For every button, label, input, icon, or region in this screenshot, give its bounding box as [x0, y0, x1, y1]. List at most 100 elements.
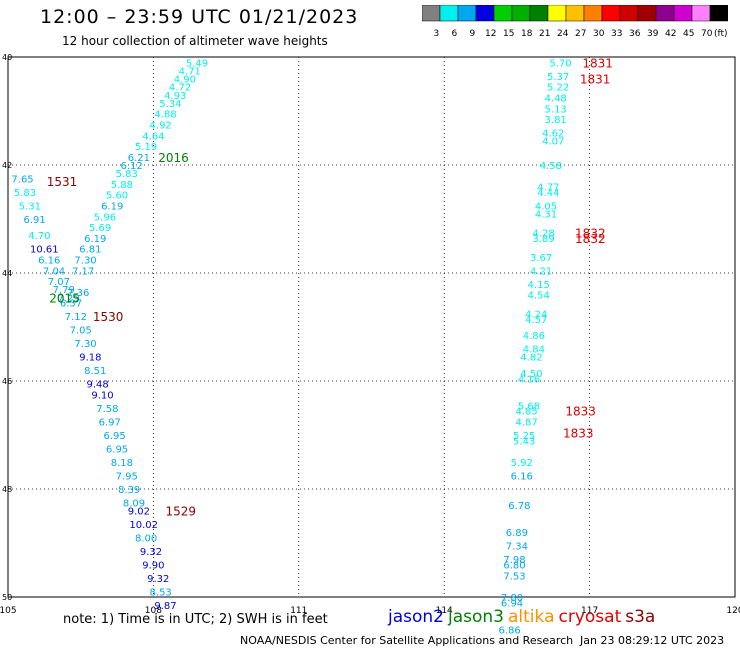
- pass-time-label: 1831: [582, 56, 613, 70]
- latitude-tick-label: 42: [2, 161, 12, 170]
- latitude-tick-label: 48: [2, 485, 12, 494]
- wave-height-value: 4.05: [535, 202, 557, 213]
- wave-height-value: 6.16: [38, 256, 60, 267]
- map-subtitle: 12 hour collection of altimeter wave hei…: [62, 34, 328, 48]
- wave-height-value: 3.67: [530, 253, 552, 264]
- wave-height-value: 7.05: [70, 326, 92, 337]
- wave-height-value: 5.19: [135, 142, 157, 153]
- wave-height-value: 7.80: [501, 593, 523, 604]
- colorbar-tick-label: 70: [701, 29, 713, 39]
- wave-height-value: 7.58: [96, 404, 118, 415]
- wave-height-value: 4.64: [142, 131, 164, 142]
- wave-height-value: 4.50: [520, 369, 542, 380]
- wave-height-value: 6.95: [103, 431, 125, 442]
- wave-height-value: 5.37: [547, 72, 569, 83]
- pass-time-label: 1530: [93, 310, 124, 324]
- wave-height-value: 4.87: [515, 418, 537, 429]
- wave-height-value: 6.12: [120, 161, 142, 172]
- pass-time-label: 1833: [563, 426, 594, 440]
- wave-height-value: 5.43: [513, 436, 535, 447]
- legend-entry-altika: altika: [508, 607, 555, 627]
- wave-height-value: 8.09: [123, 499, 145, 510]
- wave-height-value: 5.34: [159, 99, 181, 110]
- wave-height-value: 8.00: [135, 534, 157, 545]
- colorbar-tick-label: 3: [433, 29, 440, 39]
- footer-timestamp: Jan 23 08:29:12 UTC 2023: [580, 634, 725, 647]
- pass-time-label: 1832: [575, 227, 606, 241]
- colorbar-tick-label: 39: [647, 29, 659, 39]
- wave-height-value: 9.32: [147, 574, 169, 585]
- wave-height-value: 4.54: [528, 291, 550, 302]
- wave-height-value: 6.95: [106, 445, 128, 456]
- wave-height-value: 9.18: [79, 353, 101, 364]
- wave-height-value: 5.25: [513, 431, 535, 442]
- wave-height-value: 7.98: [503, 555, 525, 566]
- wave-height-value: 4.88: [154, 110, 176, 121]
- wave-height-value: 4.31: [535, 210, 557, 221]
- map-title: 12:00 – 23:59 UTC 01/21/2023: [40, 6, 359, 28]
- wave-height-value: 4.85: [515, 407, 537, 418]
- colorbar-tick-label: 15: [503, 29, 515, 39]
- footer-credit: NOAA/NESDIS Center for Satellite Applica…: [240, 634, 574, 647]
- wave-height-value: 5.69: [89, 223, 111, 234]
- colorbar-tick-label: (ft): [714, 29, 728, 39]
- wave-height-value: 6.86: [498, 625, 520, 636]
- wave-height-value: 8.51: [84, 366, 106, 377]
- latitude-tick-label: 44: [2, 269, 12, 278]
- satellite-legend: jason2 jason3 altika cryosat s3a: [388, 607, 659, 627]
- wave-height-value: 5.49: [186, 58, 208, 69]
- colorbar-tick-label: 42: [665, 29, 677, 39]
- wave-height-value: 4.90: [174, 75, 196, 86]
- legend-entry-s3a: s3a: [625, 607, 656, 627]
- legend-entry-cryosat: cryosat: [558, 607, 622, 627]
- wave-height-value: 6.19: [84, 234, 106, 245]
- wave-height-value: 7.30: [74, 256, 96, 267]
- wave-height-value: 4.71: [179, 67, 201, 78]
- wave-height-value: 5.83: [14, 188, 36, 199]
- wave-height-value: 7.36: [67, 288, 89, 299]
- wave-height-value: 4.15: [528, 280, 550, 291]
- wave-height-value: 8.39: [118, 485, 140, 496]
- wave-height-value: 4.70: [28, 231, 50, 242]
- wave-height-value: 5.70: [549, 58, 571, 69]
- wave-height-value: 7.17: [72, 266, 94, 277]
- wave-height-value: 3.89: [532, 234, 554, 245]
- wave-height-value: 10.02: [129, 520, 158, 531]
- wave-height-value: 9.02: [128, 507, 150, 518]
- wave-height-value: 4.62: [542, 129, 564, 140]
- wave-height-value: 6.21: [128, 153, 150, 164]
- wave-height-value: 5.96: [94, 212, 116, 223]
- colorbar-tick-label: 30: [593, 29, 605, 39]
- wave-height-value: 6.81: [79, 245, 101, 256]
- colorbar-tick-label: 21: [539, 29, 551, 39]
- wave-height-value: 5.83: [116, 169, 138, 180]
- wave-height-value: 7.07: [48, 277, 70, 288]
- wave-height-value: 7.53: [503, 571, 525, 582]
- colorbar-tick-label: 18: [521, 29, 533, 39]
- pass-time-label: 1832: [575, 232, 606, 246]
- latitude-tick-label: 50: [2, 593, 12, 602]
- wave-height-value: 6.97: [99, 418, 121, 429]
- wave-height-value: 5.13: [545, 104, 567, 115]
- wave-height-value: 5.22: [547, 83, 569, 94]
- wave-height-value: 6.19: [101, 202, 123, 213]
- wave-height-value: 5.68: [518, 401, 540, 412]
- pass-time-label: 1833: [565, 405, 596, 419]
- latitude-tick-label: 40: [2, 53, 12, 62]
- longitude-tick-label: 111: [290, 606, 307, 616]
- wave-height-value: 4.77: [537, 183, 559, 194]
- wave-height-value: 4.28: [532, 229, 554, 240]
- wave-height-value: 4.82: [520, 353, 542, 364]
- colorbar-tick-label: 45: [683, 29, 695, 39]
- wave-height-value: 7.95: [116, 472, 138, 483]
- latitude-tick-label: 46: [2, 377, 12, 386]
- wave-height-value: 7.34: [506, 542, 528, 553]
- pass-time-label: 2015: [49, 291, 80, 305]
- wave-height-value: 4.72: [169, 83, 191, 94]
- longitude-tick-label: 120: [726, 606, 740, 616]
- wave-height-value: 4.84: [523, 345, 545, 356]
- wave-height-value: 7.04: [43, 266, 65, 277]
- wave-height-value: 4.16: [518, 374, 540, 385]
- wave-height-value: 6.16: [511, 472, 533, 483]
